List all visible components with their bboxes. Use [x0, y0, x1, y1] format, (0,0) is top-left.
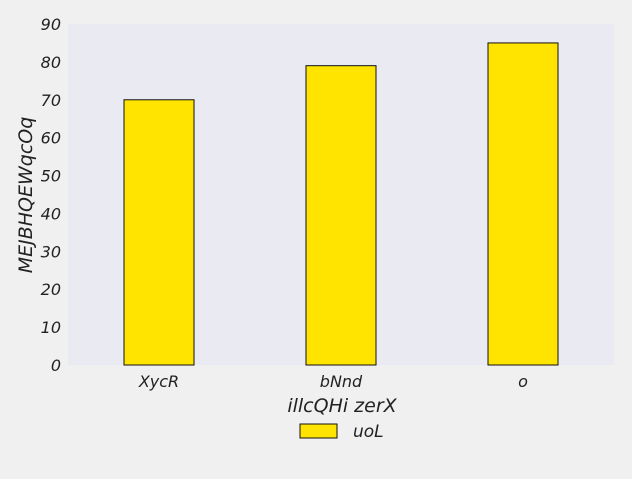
bar [487, 42, 559, 366]
legend-swatch [299, 423, 338, 439]
y-tick-label: 40 [41, 204, 61, 223]
x-axis-ticks: XycR bNnd o [138, 372, 528, 391]
y-tick-label: 90 [41, 15, 61, 34]
bar [123, 99, 195, 366]
y-tick-label: 30 [41, 242, 61, 261]
bar [305, 65, 377, 366]
y-tick-label: 70 [41, 91, 61, 110]
y-tick-label: 60 [41, 129, 61, 148]
y-tick-label: 50 [41, 167, 61, 186]
y-axis-label: MEJBHQEWqcOq [15, 117, 37, 274]
y-tick-label: 10 [41, 318, 61, 337]
y-tick-label: 0 [51, 356, 61, 375]
y-tick-label: 20 [41, 280, 61, 299]
y-tick-label: 80 [41, 53, 61, 72]
x-axis-label: illcQHi zerX [287, 395, 397, 417]
x-tick-label: o [518, 372, 528, 391]
legend-label: uoL [353, 422, 384, 442]
bar-series [123, 42, 559, 366]
x-tick-label: XycR [138, 372, 179, 391]
y-axis-ticks: 0 10 20 30 40 50 60 70 80 90 [41, 15, 61, 375]
legend: uoL [299, 422, 384, 442]
x-tick-label: bNnd [320, 372, 363, 391]
